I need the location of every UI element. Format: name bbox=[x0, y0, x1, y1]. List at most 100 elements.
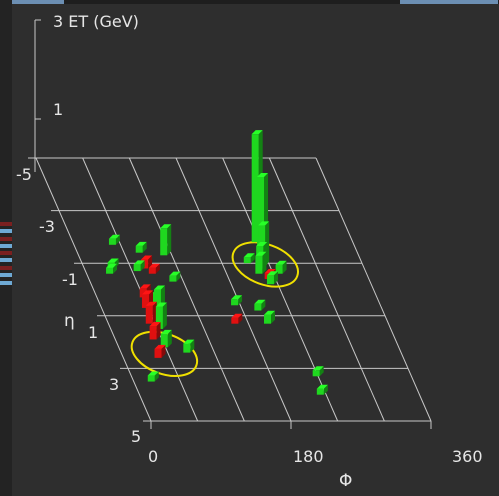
eta-tick-label: -1 bbox=[62, 270, 78, 289]
panel-marker[interactable] bbox=[0, 281, 12, 285]
tower-front bbox=[160, 333, 168, 348]
tower-top bbox=[155, 302, 167, 307]
et-axis-tick-label: 1 bbox=[53, 100, 63, 119]
panel-marker[interactable] bbox=[0, 273, 12, 277]
tower-side bbox=[156, 321, 161, 340]
tower-top bbox=[139, 284, 151, 289]
calorimeter-tower bbox=[183, 339, 195, 353]
tower-top bbox=[256, 241, 268, 246]
tower-top bbox=[107, 258, 119, 263]
calorimeter-tower bbox=[160, 329, 172, 348]
tower-front bbox=[312, 370, 320, 377]
calorimeter-tower bbox=[231, 313, 243, 324]
eta-phi-grid bbox=[28, 157, 432, 429]
tower-side bbox=[167, 224, 172, 256]
tower-side bbox=[238, 313, 243, 324]
calorimeter-tower bbox=[275, 260, 287, 274]
tower-top bbox=[251, 130, 263, 135]
panel-marker[interactable] bbox=[0, 229, 12, 233]
tower-top bbox=[266, 271, 278, 276]
tower-top bbox=[145, 301, 157, 306]
tower-top bbox=[316, 384, 328, 389]
tower-side bbox=[190, 339, 195, 353]
tower-side bbox=[142, 241, 147, 253]
top-tab-indicator[interactable] bbox=[6, 0, 64, 4]
tower-top bbox=[183, 339, 195, 344]
phi-axis: 0 180 360 Φ bbox=[148, 447, 483, 491]
grid-line-phi bbox=[128, 157, 245, 422]
eta-axis: -5 -3 -1 η 1 3 5 bbox=[16, 165, 141, 446]
tower-top bbox=[264, 310, 276, 315]
calorimeter-tower bbox=[264, 310, 276, 324]
tower-side bbox=[250, 253, 255, 264]
phi-tick-label: 180 bbox=[293, 447, 324, 466]
tower-front bbox=[141, 294, 149, 308]
panel-marker[interactable] bbox=[0, 266, 12, 270]
tower-front bbox=[243, 257, 251, 264]
tower-side bbox=[113, 263, 118, 274]
phi-tick-label: 0 bbox=[148, 447, 158, 466]
tower-front bbox=[275, 264, 283, 274]
calorimeter-tower bbox=[316, 384, 328, 395]
tower-side bbox=[162, 302, 167, 329]
calorimeter-tower bbox=[266, 271, 278, 285]
tower-top bbox=[243, 253, 255, 258]
panel-marker[interactable] bbox=[0, 244, 12, 248]
grid-line-phi bbox=[35, 157, 152, 422]
tower-front bbox=[155, 306, 163, 329]
tower-top bbox=[231, 295, 243, 300]
tower-top bbox=[160, 224, 172, 229]
tower-side bbox=[271, 310, 276, 324]
tower-front bbox=[133, 264, 141, 272]
tower-side bbox=[152, 301, 157, 324]
eta-tick-label: -3 bbox=[39, 217, 55, 236]
tower-side bbox=[238, 295, 243, 306]
top-tab-indicator[interactable] bbox=[400, 0, 498, 4]
tower-side bbox=[154, 371, 159, 382]
tower-top bbox=[135, 241, 147, 246]
tower-top bbox=[147, 371, 159, 376]
tower-front bbox=[147, 375, 155, 382]
tower-side bbox=[273, 271, 278, 285]
tower-top bbox=[264, 268, 276, 273]
tower-front bbox=[254, 303, 262, 311]
tower-front bbox=[231, 299, 239, 306]
tower-front bbox=[169, 275, 177, 282]
tower-front bbox=[266, 275, 274, 285]
top-toolbar-strip bbox=[0, 0, 499, 4]
panel-marker[interactable] bbox=[0, 251, 12, 255]
tower-side bbox=[323, 384, 328, 395]
calorimeter-tower bbox=[231, 295, 243, 306]
tower-top bbox=[141, 290, 153, 295]
tower-top bbox=[133, 260, 145, 265]
tower-front bbox=[255, 255, 263, 274]
grid-line-phi bbox=[222, 157, 339, 422]
tower-front bbox=[145, 305, 153, 324]
tower-front bbox=[160, 228, 168, 256]
panel-marker[interactable] bbox=[0, 258, 12, 262]
calorimeter-tower bbox=[133, 260, 145, 272]
calorimeter-tower bbox=[154, 344, 166, 358]
tower-side bbox=[148, 255, 153, 269]
tower-top bbox=[149, 321, 161, 326]
tower-top bbox=[153, 285, 165, 290]
tower-front bbox=[135, 245, 143, 253]
tower-side bbox=[140, 260, 145, 272]
tower-top bbox=[254, 299, 266, 304]
tower-front bbox=[316, 388, 324, 395]
panel-marker[interactable] bbox=[0, 237, 12, 241]
tower-side bbox=[319, 366, 324, 377]
tower-front bbox=[108, 238, 116, 245]
tower-top bbox=[160, 329, 172, 334]
panel-marker[interactable] bbox=[0, 222, 12, 226]
tower-top bbox=[231, 313, 243, 318]
tower-top bbox=[148, 263, 160, 268]
tower-top bbox=[154, 344, 166, 349]
calorimeter-tower bbox=[160, 224, 172, 256]
eta-tick-label: 1 bbox=[88, 323, 98, 342]
tower-front bbox=[154, 348, 162, 358]
grid-line-phi bbox=[315, 157, 432, 422]
calorimeter-towers bbox=[106, 130, 328, 395]
